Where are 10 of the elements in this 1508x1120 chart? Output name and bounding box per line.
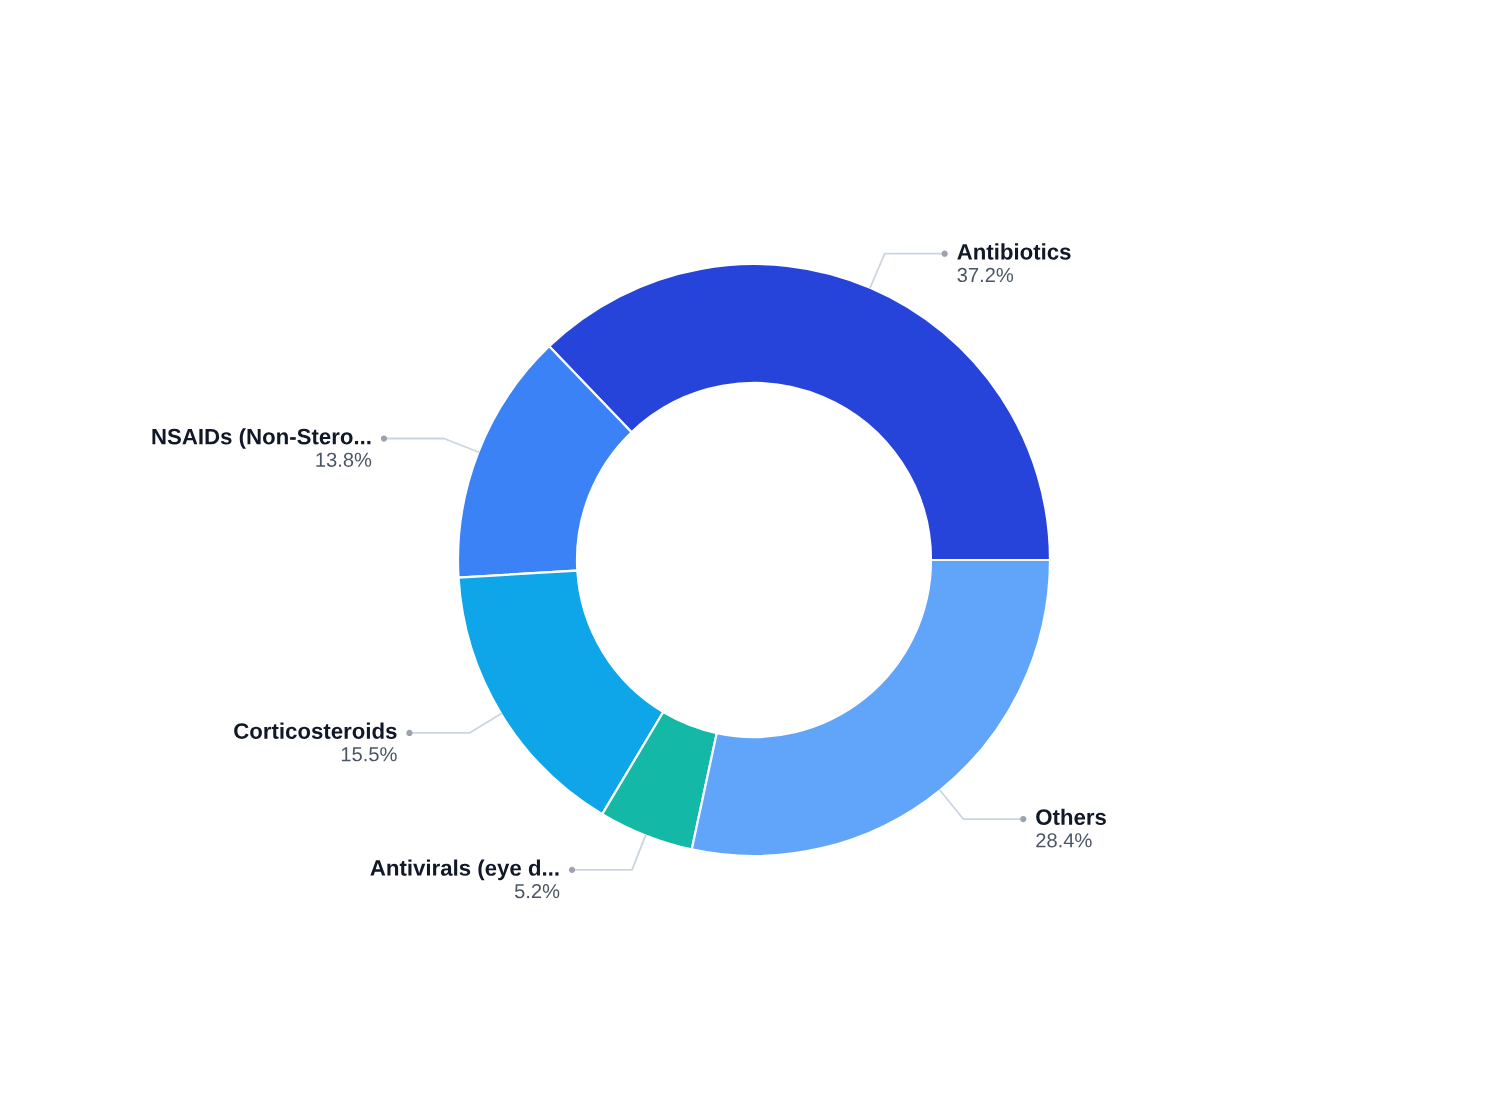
slice-label: Antibiotics [957,243,1071,260]
data-label: 5.2% [514,884,560,899]
slice-label: Others [1036,808,1106,826]
slice-label: Antivirals (eye d... [370,859,559,881]
data-label: 28.4% [1036,833,1092,848]
slice-label: NSAIDs (Non-Stero... [152,428,371,449]
data-label: 13.8% [316,452,372,467]
data-label: 15.5% [341,747,397,762]
data-label: 37.2% [957,267,1014,283]
slice-label: Corticosteroids [234,722,397,739]
